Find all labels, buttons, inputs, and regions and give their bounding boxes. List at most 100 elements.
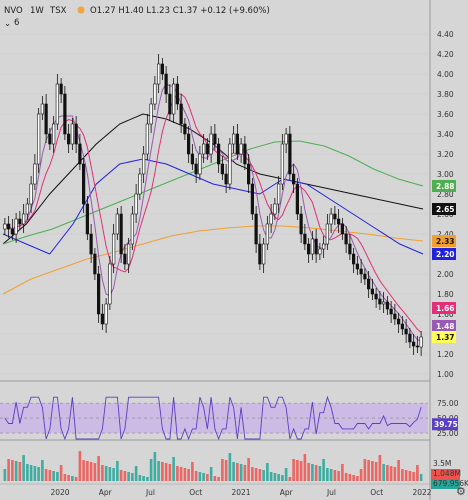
volume-bar — [221, 459, 224, 481]
candle-body — [310, 238, 314, 255]
volume-bar — [119, 470, 123, 481]
price-tick-label: 3.60 — [437, 110, 454, 119]
volume-bar — [213, 476, 217, 481]
candle-body — [119, 213, 123, 255]
candle-body — [412, 341, 416, 347]
time-axis[interactable]: 2020 Apr Jul Oct 2021 Apr Jul Oct 2022 — [0, 483, 432, 497]
settings-gear-icon[interactable]: ⚙ — [456, 485, 466, 498]
moving-average-line — [4, 93, 422, 333]
volume-bar — [101, 465, 104, 481]
volume-bar — [262, 470, 265, 481]
price-tick-label: 4.00 — [437, 70, 454, 79]
candle-body — [307, 243, 311, 255]
time-tick-label: Apr — [99, 488, 113, 497]
candle-body — [419, 336, 423, 348]
candle-body — [352, 253, 356, 265]
volume-bar — [138, 475, 142, 481]
candle-body — [280, 143, 284, 185]
price-badge — [432, 320, 456, 332]
candle-body — [415, 345, 419, 348]
candle-body — [22, 213, 26, 225]
volume-bar — [29, 465, 33, 481]
volume-bar — [123, 471, 127, 481]
candle-body — [145, 123, 149, 155]
candle-body — [250, 183, 254, 215]
volume-badge — [431, 479, 460, 489]
volume-bar — [56, 472, 59, 481]
volume-badge — [431, 469, 460, 479]
moving-average-line — [2, 140, 424, 245]
volume-bar — [44, 469, 48, 481]
volume-bar — [7, 459, 10, 481]
volume-bar — [206, 474, 209, 481]
volume-bar — [348, 474, 352, 481]
collapse-chevron-icon[interactable]: ⌄ — [4, 19, 11, 29]
candle-body — [153, 83, 157, 105]
candle-body — [367, 278, 371, 290]
price-tick-label: 2.80 — [437, 190, 454, 199]
volume-bar — [404, 470, 408, 481]
candle-body — [183, 123, 187, 135]
candle-body — [172, 83, 176, 115]
candle-body — [14, 218, 18, 235]
candle-body — [299, 213, 303, 235]
candle-body — [52, 123, 56, 145]
volume-bar — [281, 475, 284, 481]
exchange-label: TSX — [49, 6, 67, 16]
candle-body — [29, 183, 33, 205]
candle-body — [7, 223, 11, 230]
candle-body — [247, 163, 251, 185]
candle-body — [44, 103, 48, 135]
price-tick-label: 1.00 — [437, 370, 454, 379]
candle-body — [97, 273, 101, 315]
volume-bar — [359, 469, 363, 481]
volume-bar — [314, 465, 318, 481]
volume-bar — [228, 453, 232, 481]
volume-bar — [292, 459, 295, 481]
volume-bar — [22, 455, 25, 481]
moving-averages — [2, 83, 424, 342]
candle-body — [318, 248, 322, 255]
volume-bar — [108, 467, 112, 481]
price-badge — [432, 248, 456, 260]
candle-body — [363, 273, 367, 280]
candle-body — [40, 103, 44, 115]
volume-bar — [176, 466, 179, 481]
candle-body — [33, 163, 37, 185]
time-tick-label: Oct — [189, 488, 202, 497]
volume-bar — [48, 470, 52, 481]
candle-body — [123, 253, 127, 265]
candle-body — [400, 323, 404, 330]
volume-bar — [247, 458, 250, 481]
candle-body — [63, 93, 67, 135]
chart-header: NVO 1W TSX O1.27 H1.40 L1.23 C1.37 +0.12… — [4, 6, 270, 29]
interval-label[interactable]: 1W — [30, 6, 44, 16]
candle-body — [67, 133, 71, 145]
volume-bar — [11, 460, 14, 481]
price-badge-label: 1.37 — [436, 333, 455, 342]
volume-bar — [194, 471, 198, 481]
candle-body — [389, 308, 393, 315]
candle-body — [213, 133, 217, 145]
candle-body — [217, 143, 221, 165]
volume-bar — [63, 474, 67, 481]
candle-body — [382, 301, 386, 305]
price-badge-label: 2.65 — [436, 205, 455, 214]
volume-bar — [326, 468, 329, 481]
volume-bar — [37, 467, 40, 481]
volume-bar — [416, 465, 419, 481]
candle-body — [190, 153, 194, 165]
volume-bar — [112, 468, 115, 481]
time-tick-label: 2021 — [231, 488, 250, 497]
volume-bar — [142, 476, 145, 481]
volume-bar — [164, 463, 168, 481]
candle-body — [284, 133, 288, 145]
candle-body — [314, 238, 318, 255]
volume-bar — [258, 469, 262, 481]
symbol-label[interactable]: NVO — [4, 6, 23, 16]
candle-body — [397, 318, 401, 325]
volume-bar — [146, 477, 149, 481]
candle-body — [224, 173, 228, 185]
